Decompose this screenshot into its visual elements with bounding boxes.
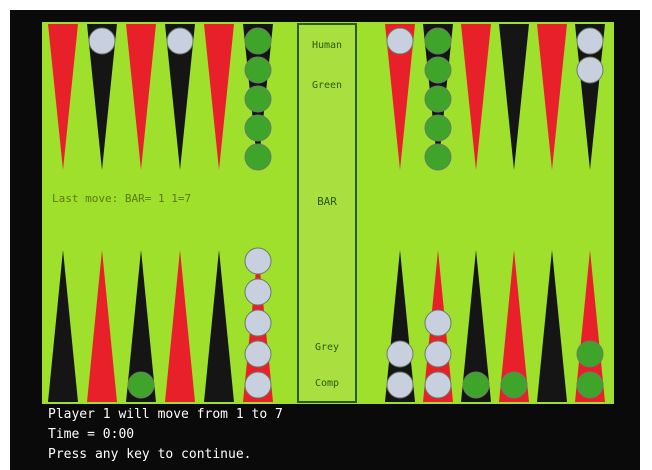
checker — [387, 28, 413, 54]
checker — [425, 372, 451, 398]
checker — [245, 341, 271, 367]
checker — [577, 341, 603, 367]
checker — [245, 248, 271, 274]
console-line: Press any key to continue. — [48, 447, 252, 462]
checker — [245, 310, 271, 336]
checker — [89, 28, 115, 54]
checker — [425, 86, 451, 112]
checker — [425, 57, 451, 83]
checker — [167, 28, 193, 54]
checker — [245, 279, 271, 305]
checker — [245, 144, 271, 170]
bar-grey-label: Grey — [315, 342, 339, 353]
checker — [425, 310, 451, 336]
checker — [463, 372, 489, 398]
checker — [245, 372, 271, 398]
console-line: Time = 0:00 — [48, 427, 134, 442]
checker — [425, 341, 451, 367]
bar-green-label: Green — [312, 80, 342, 91]
console-line: Player 1 will move from 1 to 7 — [48, 407, 283, 422]
bar-top-label: Human — [312, 40, 342, 51]
checker — [577, 57, 603, 83]
checker — [387, 372, 413, 398]
checker — [577, 372, 603, 398]
checker — [128, 372, 154, 398]
checker — [425, 28, 451, 54]
checker — [425, 144, 451, 170]
checker — [387, 341, 413, 367]
checker — [425, 115, 451, 141]
checker — [245, 57, 271, 83]
status-text: Last move: BAR= 1 1=7 — [52, 192, 191, 205]
page: Human Green BAR Grey Comp Last move: BAR… — [0, 0, 652, 470]
bar-label: BAR — [317, 195, 337, 208]
checker — [245, 28, 271, 54]
checker — [501, 372, 527, 398]
screen: Human Green BAR Grey Comp Last move: BAR… — [0, 0, 652, 470]
checker — [245, 115, 271, 141]
checker — [245, 86, 271, 112]
bar-bottom-label: Comp — [315, 378, 339, 389]
checker — [577, 28, 603, 54]
